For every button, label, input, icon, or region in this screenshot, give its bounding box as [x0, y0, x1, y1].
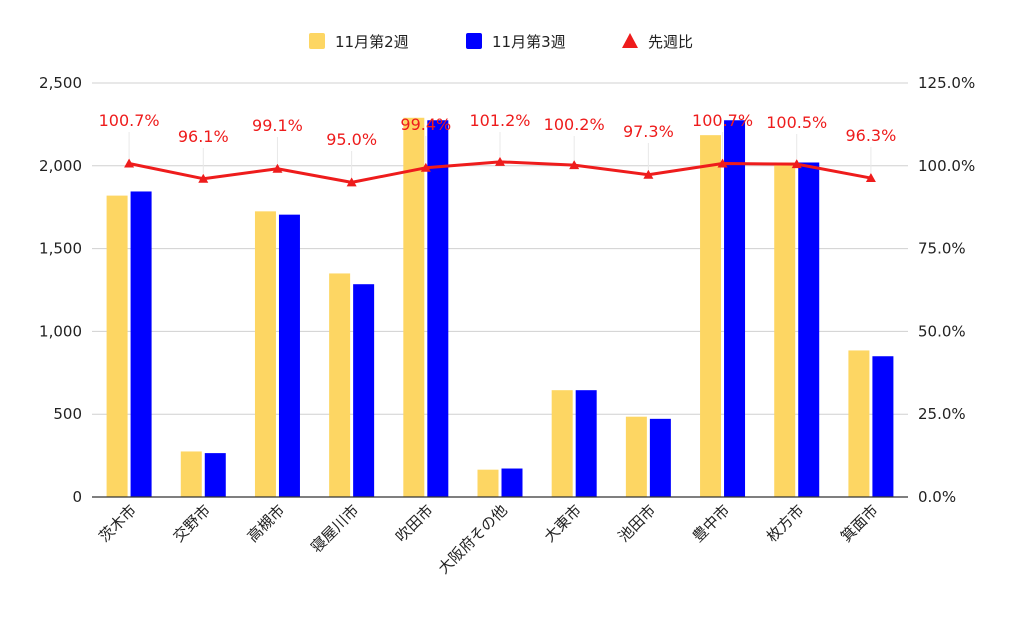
bar-week3 [872, 356, 894, 497]
bar-week2 [700, 135, 722, 497]
ratio-data-label: 101.2% [469, 111, 530, 130]
y-right-tick-label: 50.0% [918, 322, 966, 340]
ratio-point [643, 169, 654, 179]
x-tick-label: 茨木市 [95, 501, 140, 546]
ratio-data-label: 99.1% [252, 116, 303, 135]
bar-week2 [477, 469, 499, 497]
ratio-point [791, 159, 802, 169]
bar-week2 [774, 162, 796, 497]
bar-week3 [724, 120, 746, 497]
bar-week2 [848, 350, 870, 497]
y-left-tick-label: 0 [72, 488, 82, 506]
legend-label: 11月第2週 [335, 33, 409, 51]
ratio-line [124, 156, 876, 187]
bar-week3 [427, 120, 449, 497]
bar-week3 [501, 468, 523, 497]
x-tick-label: 高槻市 [244, 501, 289, 546]
ratio-point [569, 160, 580, 170]
bar-week3 [130, 191, 152, 497]
x-tick-label: 枚方市 [763, 501, 808, 546]
bar-week3 [278, 214, 300, 498]
gridlines [92, 82, 908, 415]
bar-week2 [254, 211, 276, 497]
bar-week2 [180, 451, 202, 497]
ratio-data-label: 100.5% [766, 113, 827, 132]
bars [106, 117, 894, 498]
legend-label: 11月第3週 [492, 33, 566, 51]
ratio-point [717, 158, 728, 168]
ratio-point [198, 173, 209, 183]
y-right-tick-label: 125.0% [918, 74, 975, 92]
bar-week3 [798, 162, 820, 497]
bar-week2 [551, 390, 573, 497]
ratio-point [865, 173, 876, 183]
legend-swatch [309, 33, 325, 49]
bar-week3 [649, 418, 671, 497]
bar-week2 [403, 117, 425, 497]
y-right-tick-label: 0.0% [918, 488, 956, 506]
ratio-data-label: 97.3% [623, 122, 674, 141]
data-labels: 100.7% 96.1% 99.1% 95.0% 99.4% 101.2% 100.2% 97… [99, 111, 896, 178]
x-tick-label: 寝屋川市 [307, 501, 362, 556]
y-right-tick-label: 100.0% [918, 157, 975, 175]
bar-week2 [106, 195, 128, 497]
ratio-point [495, 156, 505, 166]
y-left-tick-label: 500 [53, 405, 82, 423]
ratio-data-label: 95.0% [326, 130, 377, 149]
ratio-data-label: 96.3% [845, 126, 896, 145]
y-left-tick-label: 2,500 [39, 74, 82, 92]
axes: 0 500 1,000 1,500 2,000 2,500 0.0% 25.0% 50.0% 75… [39, 74, 975, 577]
ratio-point [346, 177, 357, 187]
x-tick-label: 箕面市 [837, 501, 882, 546]
legend-swatch [466, 33, 482, 49]
ratio-point [420, 162, 431, 172]
legend-marker [622, 33, 638, 48]
x-tick-label: 池田市 [615, 501, 660, 546]
bar-week2 [625, 416, 647, 497]
ratio-point [124, 158, 135, 168]
bar-week3 [204, 453, 226, 497]
y-left-tick-label: 1,500 [39, 240, 82, 258]
y-left-tick-label: 2,000 [39, 157, 82, 175]
ratio-point [272, 163, 283, 173]
ratio-data-label: 100.7% [99, 111, 160, 130]
y-right-tick-label: 25.0% [918, 405, 966, 423]
legend: 11月第2週 11月第3週 先週比 [309, 33, 693, 51]
ratio-data-label: 99.4% [400, 115, 451, 134]
x-tick-label: 大阪府その他 [434, 501, 510, 577]
bar-week3 [353, 284, 375, 497]
x-tick-label: 豊中市 [689, 501, 734, 546]
y-right-tick-label: 75.0% [918, 240, 966, 258]
x-tick-label: 吹田市 [392, 501, 437, 546]
y-left-tick-label: 1,000 [39, 322, 82, 340]
bar-week3 [575, 390, 597, 497]
legend-label: 先週比 [648, 33, 693, 51]
ratio-data-label: 96.1% [178, 127, 229, 146]
x-tick-label: 大東市 [540, 501, 585, 546]
ratio-data-label: 100.2% [544, 115, 605, 134]
ratio-data-label: 100.7% [692, 111, 753, 130]
x-tick-label: 交野市 [170, 501, 215, 546]
bar-week2 [329, 273, 351, 497]
